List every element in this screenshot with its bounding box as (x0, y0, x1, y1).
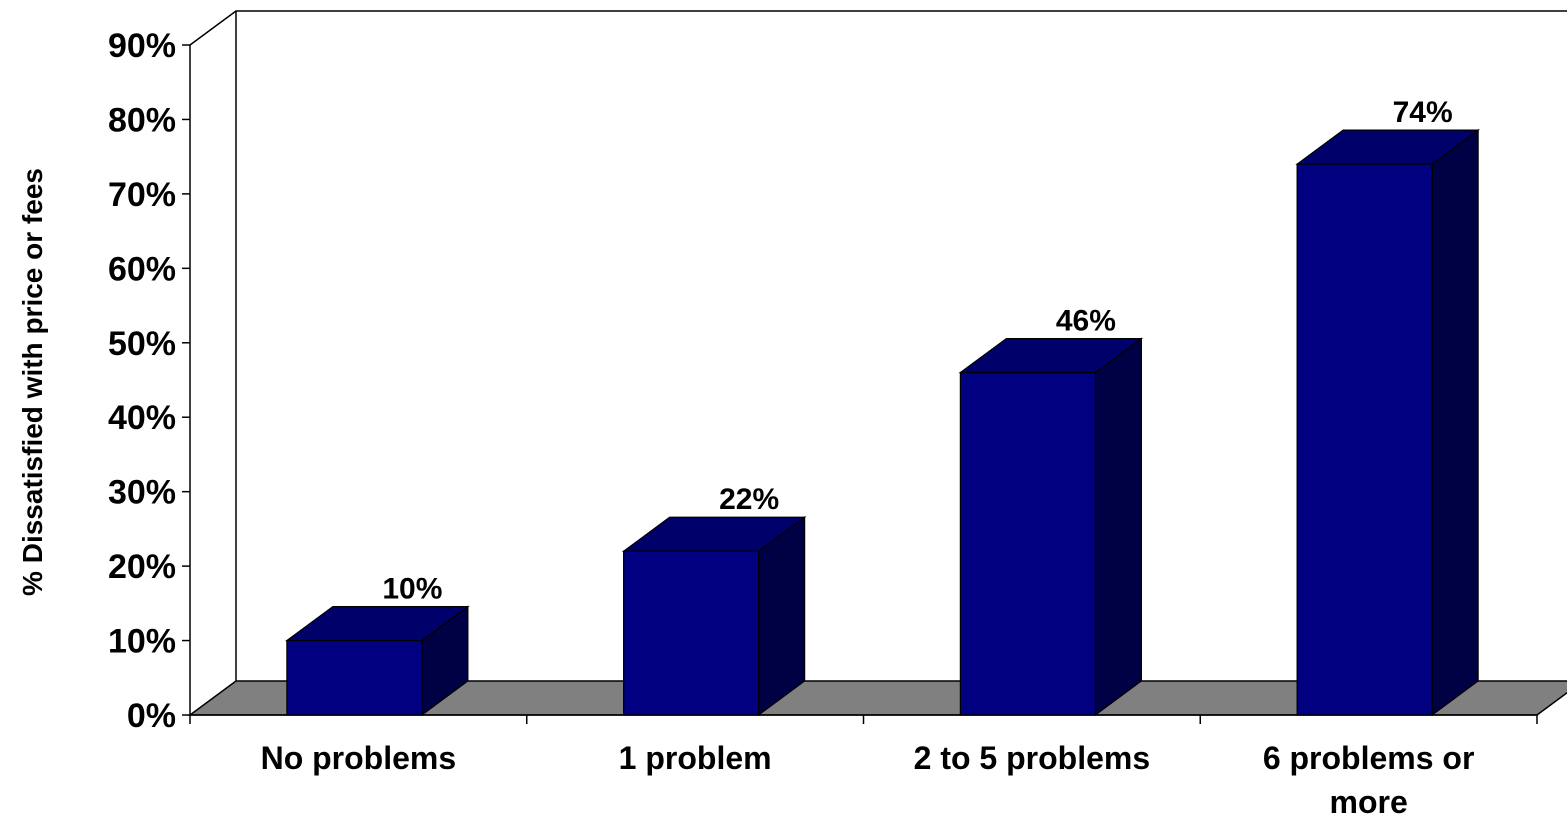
y-axis-title: % Dissatisfied with price or fees (17, 168, 48, 596)
category-label: No problems (261, 740, 457, 776)
bar (1295, 128, 1480, 717)
bar-front (1296, 163, 1433, 716)
category-label: 1 problem (619, 740, 772, 776)
bar-side (1431, 128, 1479, 717)
y-tick-label: 40% (108, 399, 176, 437)
y-tick-label: 10% (108, 623, 176, 661)
data-label: 10% (382, 573, 442, 606)
labels: 10% No problems 22% 1 problem 46% 2 to 5 prob… (261, 96, 1475, 820)
y-tick-label: 20% (108, 548, 176, 586)
y-tick-label: 70% (108, 176, 176, 214)
bar-front (623, 550, 760, 716)
bar-front (286, 639, 423, 716)
bar-front (959, 371, 1096, 716)
back-wall-edge (189, 10, 1567, 46)
data-label: 22% (719, 483, 779, 516)
category-label: more (1330, 784, 1408, 820)
bar-side (758, 516, 806, 717)
chart-walls (189, 10, 1567, 681)
bar (285, 605, 470, 717)
bar-side (1094, 337, 1142, 717)
y-tick-label: 30% (108, 474, 176, 512)
y-tick-label: 50% (108, 325, 176, 363)
bar (621, 516, 807, 717)
bar (958, 337, 1144, 717)
y-tick-label: 80% (108, 101, 176, 139)
category-label: 6 problems or (1263, 740, 1475, 776)
category-label: 2 to 5 problems (914, 740, 1151, 776)
y-tick-label: 0% (127, 697, 176, 735)
y-tick-label: 90% (108, 27, 176, 65)
data-label: 74% (1393, 96, 1453, 129)
bars (285, 128, 1480, 717)
data-label: 46% (1056, 305, 1116, 338)
y-tick-label: 60% (108, 250, 176, 288)
